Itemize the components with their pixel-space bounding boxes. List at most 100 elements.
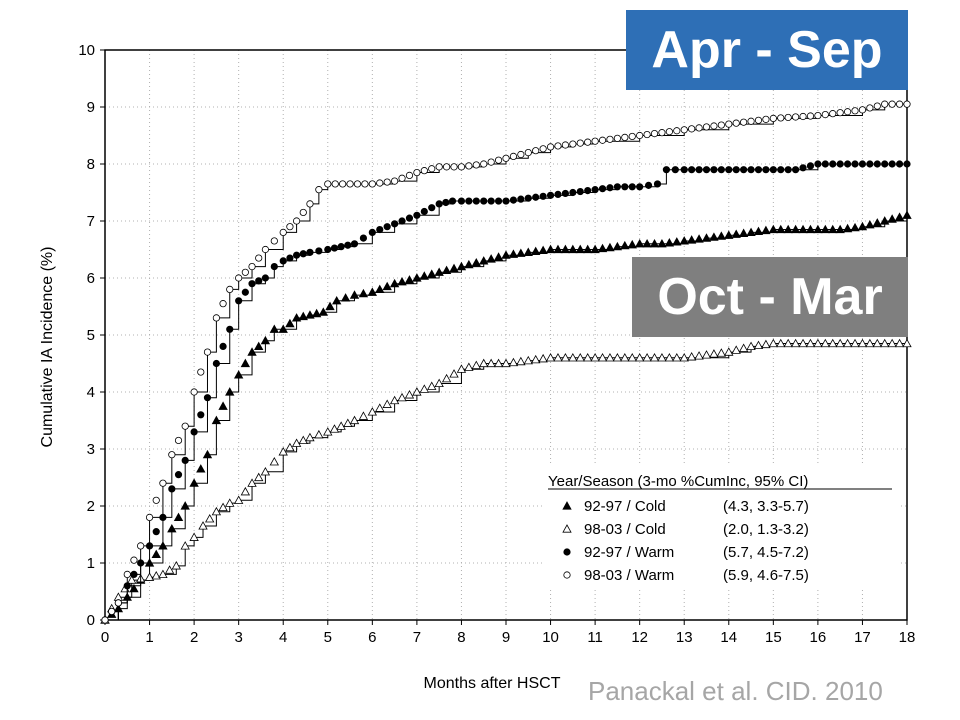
data-point: [644, 181, 653, 189]
data-point: [247, 478, 257, 487]
data-point: [590, 244, 600, 254]
data-point: [598, 185, 607, 193]
data-point: [732, 119, 740, 127]
data-point: [368, 180, 376, 188]
data-point: [776, 224, 786, 234]
data-point: [235, 297, 243, 305]
data-point: [554, 190, 562, 198]
data-point: [732, 166, 740, 174]
data-point: [895, 160, 904, 168]
data-point: [887, 338, 897, 348]
data-point: [298, 311, 308, 321]
data-point: [197, 411, 205, 419]
data-point: [471, 360, 481, 370]
y-tick-label: 2: [87, 498, 95, 515]
data-point: [613, 134, 621, 142]
data-point: [902, 338, 912, 348]
data-point: [509, 152, 518, 160]
x-tick-label: 5: [324, 629, 332, 646]
data-point: [857, 338, 868, 348]
data-point: [404, 390, 415, 399]
data-point: [405, 171, 414, 179]
data-point: [240, 486, 251, 496]
data-point: [545, 244, 556, 254]
data-point: [621, 133, 629, 141]
data-point: [620, 240, 630, 250]
data-point: [881, 160, 889, 168]
data-point: [538, 245, 548, 255]
data-point: [152, 496, 160, 504]
data-point: [159, 479, 167, 487]
data-point: [398, 174, 406, 182]
data-point: [219, 342, 227, 350]
data-point: [457, 197, 466, 205]
data-point: [471, 257, 481, 267]
data-point: [777, 114, 785, 122]
data-point: [545, 352, 556, 362]
data-point: [569, 188, 577, 197]
data-point: [487, 158, 495, 166]
data-point: [197, 368, 205, 376]
data-point: [173, 512, 184, 521]
data-point: [202, 449, 213, 459]
y-tick-label: 4: [87, 384, 95, 401]
data-point: [539, 192, 547, 200]
data-point: [662, 166, 671, 174]
data-point: [494, 197, 503, 205]
data-point: [203, 394, 212, 402]
data-point: [376, 225, 384, 234]
data-point: [205, 514, 215, 523]
data-point: [753, 340, 764, 350]
data-point: [799, 164, 807, 172]
data-point: [212, 359, 220, 368]
data-point: [790, 224, 801, 234]
data-point: [311, 308, 322, 318]
data-point: [346, 180, 354, 188]
data-point: [480, 197, 488, 205]
data-point: [702, 123, 711, 131]
data-point: [688, 166, 696, 174]
data-point: [725, 120, 733, 128]
data-point: [805, 338, 816, 348]
data-point: [479, 256, 489, 265]
data-point: [285, 318, 295, 328]
data-point: [145, 513, 154, 522]
x-tick-label: 7: [413, 629, 421, 646]
data-point: [305, 310, 315, 319]
data-point: [605, 242, 615, 252]
data-point: [560, 352, 571, 362]
data-point: [279, 257, 287, 265]
data-point: [508, 249, 519, 258]
data-point: [872, 218, 882, 227]
data-point: [612, 241, 623, 251]
x-tick-label: 12: [631, 629, 648, 646]
data-point: [850, 222, 860, 232]
data-point: [754, 116, 763, 124]
data-point: [349, 415, 360, 425]
data-point: [127, 575, 137, 584]
legend-series-name: 98-03 / Cold: [584, 521, 666, 538]
x-tick-label: 10: [542, 629, 559, 646]
data-point: [894, 212, 905, 221]
data-point: [464, 362, 474, 371]
data-point: [627, 352, 637, 362]
data-point: [502, 197, 510, 205]
data-point: [174, 436, 183, 445]
data-point: [627, 239, 637, 249]
data-point: [247, 347, 257, 356]
data-point: [590, 352, 600, 362]
data-point: [419, 384, 429, 393]
data-point: [843, 160, 852, 168]
data-point: [123, 570, 131, 579]
data-point: [768, 338, 779, 348]
data-point: [695, 124, 703, 132]
data-point: [383, 178, 391, 186]
data-point: [887, 214, 897, 223]
data-point: [501, 358, 511, 368]
data-point: [783, 224, 793, 234]
data-point: [724, 347, 734, 356]
data-point: [717, 166, 725, 174]
data-point: [531, 246, 541, 256]
data-point: [330, 244, 339, 252]
data-point: [212, 314, 220, 322]
